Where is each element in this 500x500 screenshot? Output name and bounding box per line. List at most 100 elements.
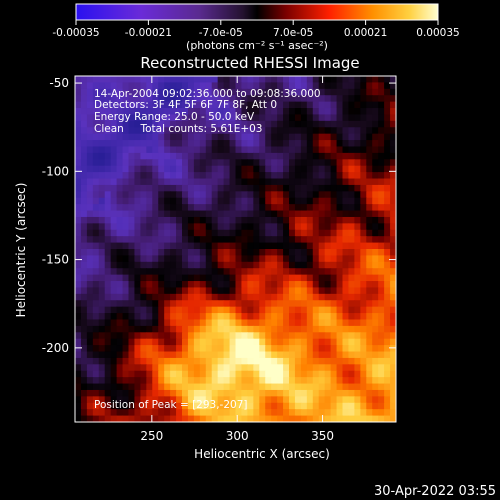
heatmap-cell bbox=[146, 338, 153, 346]
heatmap-cell bbox=[247, 274, 254, 282]
heatmap-cell bbox=[80, 293, 88, 301]
heatmap-cell bbox=[193, 402, 201, 410]
heatmap-cell bbox=[253, 242, 260, 250]
heatmap-cell bbox=[259, 95, 266, 103]
heatmap-cell bbox=[110, 364, 118, 372]
heatmap-cell bbox=[104, 357, 112, 365]
heatmap-cell bbox=[271, 338, 278, 346]
heatmap-cell bbox=[217, 76, 225, 84]
heatmap-cell bbox=[211, 274, 219, 282]
heatmap-cell bbox=[205, 402, 213, 410]
heatmap-cell bbox=[223, 389, 231, 397]
x-tick-label: 250 bbox=[140, 429, 163, 443]
heatmap-cell bbox=[372, 223, 379, 231]
heatmap-cell bbox=[372, 159, 379, 167]
heatmap-cell bbox=[265, 293, 272, 301]
heatmap-cell bbox=[223, 332, 231, 340]
heatmap-cell bbox=[372, 306, 379, 314]
heatmap-cell bbox=[384, 357, 391, 365]
heatmap-cell bbox=[229, 370, 237, 378]
heatmap-cell bbox=[241, 152, 248, 160]
heatmap-cell bbox=[330, 300, 338, 308]
heatmap-cell bbox=[152, 300, 159, 308]
heatmap-cell bbox=[140, 338, 147, 346]
heatmap-cell bbox=[92, 82, 100, 90]
heatmap-cell bbox=[378, 108, 385, 116]
heatmap-cell bbox=[336, 229, 344, 237]
heatmap-cell bbox=[158, 165, 165, 173]
heatmap-cell bbox=[306, 146, 314, 154]
heatmap-cell bbox=[164, 178, 171, 186]
heatmap-cell bbox=[98, 242, 106, 250]
heatmap-cell bbox=[187, 313, 195, 321]
heatmap-cell bbox=[366, 88, 373, 96]
heatmap-cell bbox=[211, 108, 219, 116]
heatmap-cell bbox=[235, 255, 243, 263]
heatmap-cell bbox=[247, 325, 254, 333]
heatmap-cell bbox=[324, 184, 332, 192]
heatmap-cell bbox=[300, 415, 308, 422]
heatmap-cell bbox=[80, 268, 88, 276]
heatmap-cell bbox=[211, 351, 219, 359]
heatmap-cell bbox=[98, 249, 106, 257]
heatmap-cell bbox=[384, 332, 391, 340]
heatmap-cell bbox=[283, 351, 290, 359]
heatmap-cell bbox=[283, 146, 290, 154]
heatmap-cell bbox=[229, 345, 237, 353]
heatmap-cell bbox=[205, 255, 213, 263]
heatmap-cell bbox=[187, 204, 195, 212]
heatmap-cell bbox=[336, 281, 344, 289]
heatmap-cell bbox=[372, 274, 379, 282]
heatmap-cell bbox=[80, 146, 88, 154]
heatmap-cell bbox=[300, 396, 308, 404]
heatmap-cell bbox=[265, 351, 272, 359]
heatmap-cell bbox=[182, 184, 189, 192]
heatmap-cell bbox=[390, 229, 396, 237]
heatmap-cell bbox=[75, 377, 82, 385]
heatmap-cell bbox=[110, 120, 118, 128]
heatmap-cell bbox=[134, 101, 141, 109]
heatmap-cell bbox=[146, 95, 153, 103]
heatmap-cell bbox=[128, 197, 136, 205]
heatmap-cell bbox=[164, 351, 171, 359]
heatmap-cell bbox=[187, 332, 195, 340]
heatmap-cell bbox=[336, 127, 344, 135]
heatmap-cell bbox=[348, 236, 355, 244]
heatmap-cell bbox=[140, 178, 147, 186]
heatmap-cell bbox=[390, 281, 396, 289]
heatmap-cell bbox=[211, 159, 219, 167]
heatmap-cell bbox=[182, 223, 189, 231]
heatmap-cell bbox=[277, 268, 284, 276]
heatmap-cell bbox=[289, 300, 296, 308]
heatmap-cell bbox=[211, 95, 219, 103]
heatmap-cell bbox=[253, 377, 260, 385]
heatmap-cell bbox=[384, 216, 391, 224]
heatmap-cell bbox=[164, 184, 171, 192]
heatmap-cell bbox=[146, 204, 153, 212]
heatmap-cell bbox=[378, 82, 385, 90]
heatmap-cell bbox=[229, 402, 237, 410]
heatmap-cell bbox=[318, 178, 326, 186]
heatmap-cell bbox=[86, 223, 94, 231]
heatmap-cell bbox=[247, 242, 254, 250]
heatmap-cell bbox=[247, 332, 254, 340]
heatmap-cell bbox=[360, 389, 367, 397]
heatmap-cell bbox=[241, 249, 248, 257]
heatmap-cell bbox=[128, 306, 136, 314]
heatmap-cell bbox=[92, 172, 100, 180]
heatmap-cell bbox=[283, 108, 290, 116]
heatmap-cell bbox=[241, 357, 248, 365]
heatmap-cell bbox=[300, 351, 308, 359]
heatmap-cell bbox=[289, 184, 296, 192]
heatmap-cell bbox=[384, 172, 391, 180]
heatmap-cell bbox=[193, 133, 201, 141]
heatmap-cell bbox=[324, 204, 332, 212]
heatmap-cell bbox=[277, 172, 284, 180]
heatmap-cell bbox=[128, 82, 136, 90]
heatmap-cell bbox=[271, 95, 278, 103]
heatmap-cell bbox=[152, 95, 159, 103]
heatmap-cell bbox=[247, 120, 254, 128]
heatmap-cell bbox=[259, 383, 266, 391]
heatmap-cell bbox=[366, 274, 373, 282]
heatmap-cell bbox=[324, 402, 332, 410]
